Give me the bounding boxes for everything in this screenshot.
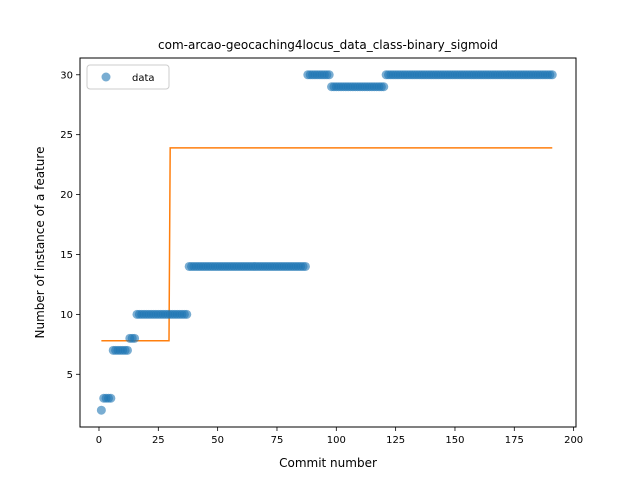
legend-label-data: data <box>132 73 155 84</box>
data-point <box>182 310 191 319</box>
x-tick-label: 50 <box>211 435 224 446</box>
y-tick-label: 5 <box>67 370 73 381</box>
x-axis-label: Commit number <box>279 456 377 470</box>
data-point <box>548 70 557 79</box>
x-tick-label: 25 <box>152 435 165 446</box>
data-point <box>123 346 132 355</box>
x-tick-label: 100 <box>327 435 346 446</box>
y-tick-label: 10 <box>60 310 73 321</box>
y-tick-label: 15 <box>60 250 73 261</box>
data-point <box>379 82 388 91</box>
legend-box <box>87 65 169 89</box>
chart-title: com-arcao-geocaching4locus_data_class-bi… <box>158 38 498 52</box>
data-point <box>301 262 310 271</box>
y-tick-label: 30 <box>60 70 73 81</box>
data-point <box>325 70 334 79</box>
x-tick-label: 175 <box>505 435 524 446</box>
data-point <box>97 406 106 415</box>
legend-marker-data <box>102 73 111 82</box>
data-point <box>106 394 115 403</box>
data-point <box>130 334 139 343</box>
x-tick-label: 125 <box>386 435 405 446</box>
x-tick-label: 150 <box>445 435 464 446</box>
y-tick-label: 20 <box>60 190 73 201</box>
y-axis-label: Number of instance of a feature <box>33 147 47 339</box>
y-tick-label: 25 <box>60 130 73 141</box>
x-tick-label: 75 <box>271 435 284 446</box>
x-tick-label: 0 <box>96 435 102 446</box>
x-tick-label: 200 <box>564 435 583 446</box>
legend: data <box>87 65 169 89</box>
